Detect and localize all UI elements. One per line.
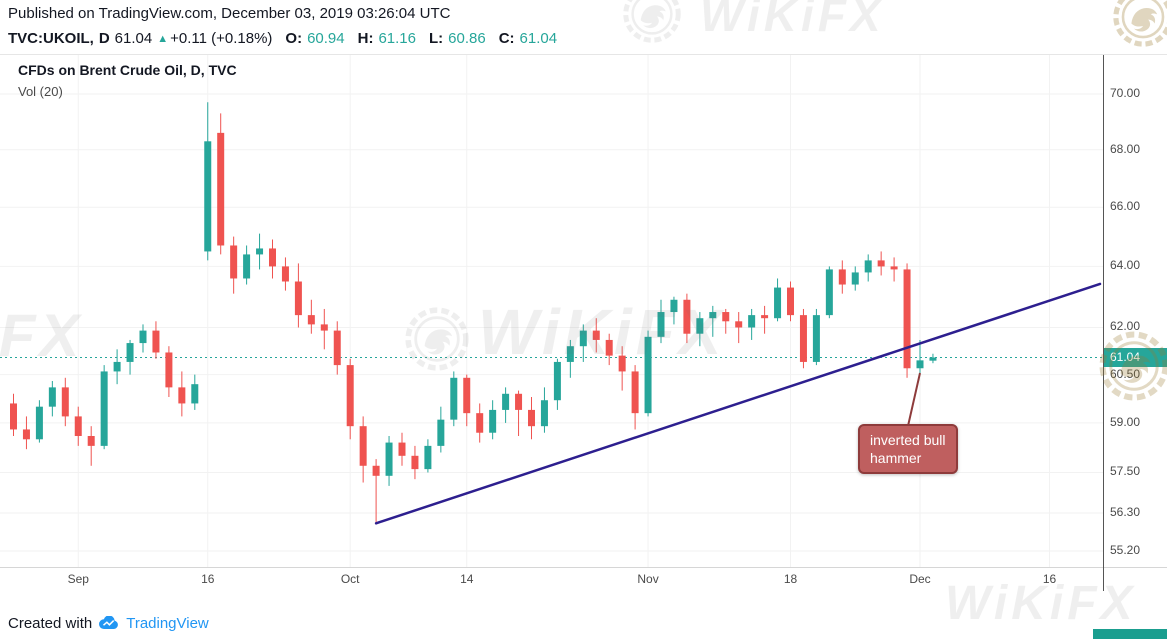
current-price-badge: 61.04 [1104,348,1167,367]
last-price: 61.04 [114,30,153,47]
annotation-callout: inverted bull hammer [858,424,958,475]
published-caption: Published on TradingView.com, December 0… [8,5,451,22]
close-value: 61.04 [519,30,558,47]
low-value: 60.86 [448,30,486,47]
footer-bar: Created with TradingView [0,607,1167,639]
created-with-label: Created with [8,614,93,632]
volume-indicator-label: Vol (20) [18,84,63,99]
close-label: C: [498,30,515,47]
high-value: 61.16 [378,30,416,47]
up-arrow-icon: ▲ [157,32,169,45]
wikifx-teal-strip [1093,629,1167,639]
price-change: +0.11 (+0.18%) [170,30,273,47]
open-label: O: [285,30,303,47]
tradingview-link[interactable]: TradingView [126,614,209,632]
annotation-line-2: hammer [870,450,922,467]
chart-legend: CFDs on Brent Crude Oil, D, TVC Vol (20) [18,62,237,99]
low-label: L: [429,30,444,47]
annotation-line-1: inverted bull [870,432,946,448]
open-value: 60.94 [307,30,345,47]
symbol-name: TVC:UKOIL, [8,30,94,47]
symbol-info-bar: TVC:UKOIL, D 61.04 ▲ +0.11 (+0.18%) O: 60… [8,30,562,47]
high-label: H: [357,30,374,47]
interval-label: D [98,30,110,47]
chart-title: CFDs on Brent Crude Oil, D, TVC [18,62,237,78]
tradingview-logo-icon [98,615,120,631]
